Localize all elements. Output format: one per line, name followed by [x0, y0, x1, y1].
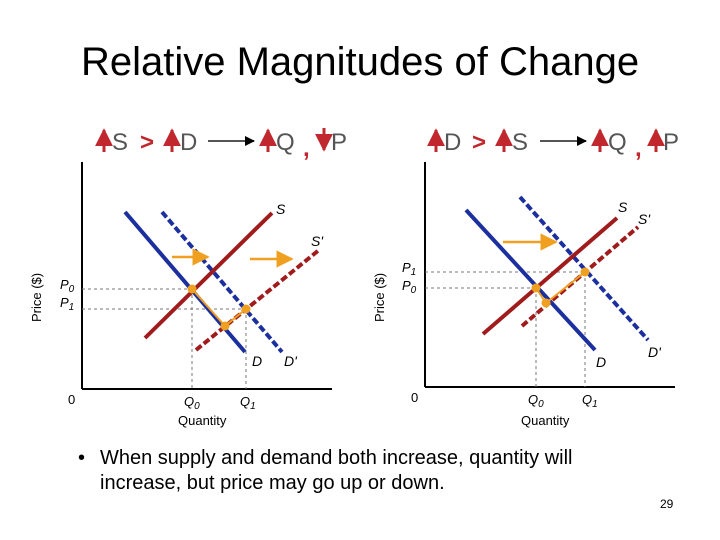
- left-label-s: S: [276, 201, 286, 217]
- right-equilibrium-path: [545, 271, 586, 304]
- right-label-p0: P0: [402, 278, 417, 296]
- right-header-p: P: [663, 129, 679, 156]
- right-equilibrium-point: [541, 298, 551, 308]
- bullet-point: • When supply and demand both increase, …: [78, 446, 658, 496]
- left-origin: 0: [68, 392, 75, 407]
- left-header-p: P: [331, 129, 347, 156]
- left-equilibrium-point: [187, 284, 197, 294]
- left-guides: [82, 288, 247, 389]
- right-header-c1: D: [444, 129, 461, 156]
- bullet-text: When supply and demand both increase, qu…: [100, 447, 573, 494]
- right-demand-curve: [464, 208, 597, 352]
- left-label-s-prime: S': [311, 233, 324, 249]
- left-equilibrium-path: [224, 308, 247, 327]
- left-label-p1: P1: [60, 295, 74, 313]
- left-demand-shifted-curve: [160, 210, 284, 354]
- right-header: D > S Q , P: [427, 128, 679, 162]
- left-header-gt: >: [140, 129, 154, 156]
- left-y-axis-label: Price ($): [29, 273, 44, 322]
- left-equilibrium-point: [220, 321, 230, 331]
- left-label-q0: Q0: [184, 394, 200, 412]
- left-header-c1: S: [112, 129, 128, 156]
- left-label-d: D: [252, 353, 262, 369]
- right-origin: 0: [411, 390, 418, 405]
- right-supply-curve: [481, 216, 619, 336]
- slide-title: Relative Magnitudes of Change: [80, 40, 640, 84]
- right-label-q0: Q0: [528, 392, 544, 410]
- right-label-q1: Q1: [582, 392, 598, 410]
- right-label-s-prime: S': [638, 211, 651, 227]
- left-header-c2: D: [180, 129, 197, 156]
- right-header-comma: ,: [635, 135, 642, 162]
- left-supply-shifted-curve: [194, 248, 321, 352]
- right-label-p1: P1: [402, 260, 416, 278]
- left-label-q1: Q1: [240, 394, 256, 412]
- right-x-axis-label: Quantity: [521, 413, 570, 428]
- bullet-marker: •: [78, 447, 86, 469]
- left-equilibrium-path: [191, 288, 226, 327]
- right-header-c2: S: [512, 129, 528, 156]
- left-header-q: Q: [276, 129, 295, 156]
- left-demand-curve: [123, 210, 247, 354]
- right-y-axis-label: Price ($): [372, 273, 387, 322]
- right-equilibrium-point: [580, 267, 590, 277]
- left-supply-curve: [143, 211, 274, 340]
- left-header: S > D Q , P: [95, 128, 347, 162]
- left-x-axis-label: Quantity: [178, 413, 227, 428]
- left-equilibrium-point: [241, 304, 251, 314]
- left-label-d-prime: D': [284, 353, 298, 369]
- right-label-d-prime: D': [648, 344, 662, 360]
- right-diagram: D > S Q , P: [372, 128, 679, 428]
- left-header-comma: ,: [303, 135, 310, 162]
- right-guides: [425, 271, 586, 387]
- right-label-d: D: [596, 354, 606, 370]
- left-label-p0: P0: [60, 277, 75, 295]
- right-equilibrium-point: [531, 283, 541, 293]
- page-number: 29: [660, 497, 674, 511]
- left-diagram: S > D Q , P: [29, 128, 347, 428]
- right-label-s: S: [618, 199, 628, 215]
- right-header-q: Q: [608, 129, 627, 156]
- right-header-gt: >: [472, 129, 486, 156]
- supply-demand-diagrams: S > D Q , P: [29, 128, 679, 428]
